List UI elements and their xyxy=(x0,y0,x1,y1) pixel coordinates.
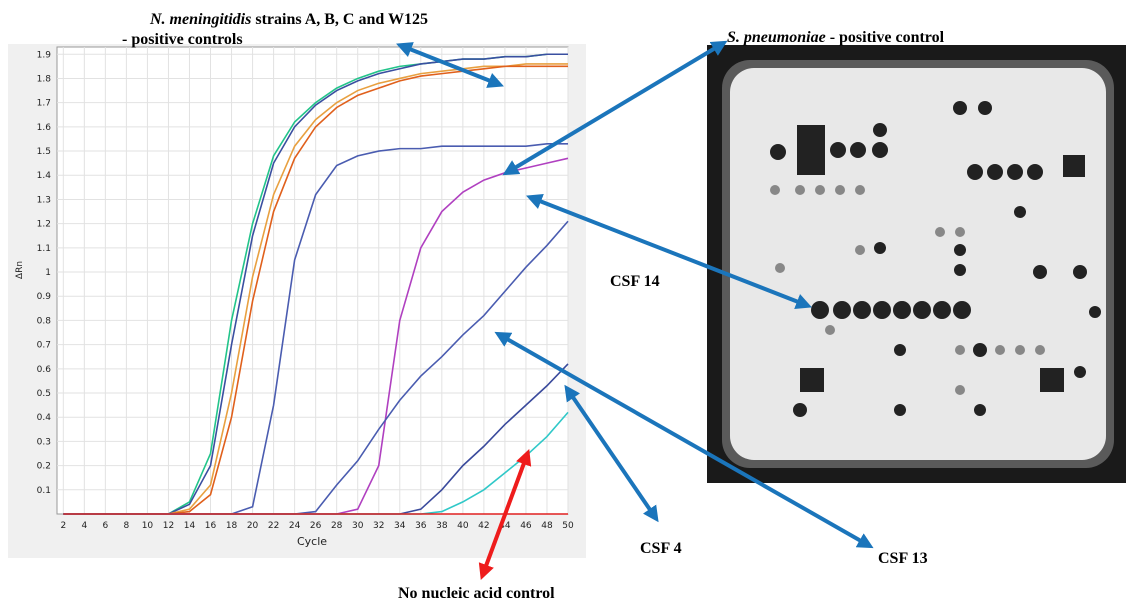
y-tick-label: 0.4 xyxy=(37,413,52,423)
y-tick-label: 0.2 xyxy=(37,462,51,472)
x-tick-label: 18 xyxy=(226,521,238,531)
annotation-italic: S. pneumoniae xyxy=(727,29,826,46)
plot-area xyxy=(56,46,569,515)
x-tick-label: 50 xyxy=(562,521,574,531)
x-axis-label: Cycle xyxy=(297,535,327,548)
annotation-text: - positive control xyxy=(830,29,945,46)
x-tick-label: 48 xyxy=(541,521,553,531)
x-tick-label: 16 xyxy=(205,521,217,531)
x-tick-label: 20 xyxy=(247,521,259,531)
y-tick-label: 1.1 xyxy=(37,244,51,254)
y-tick-label: 1.6 xyxy=(37,123,52,133)
annotation: CSF 14 xyxy=(610,273,660,290)
x-tick-label: 6 xyxy=(102,521,108,531)
x-tick-label: 14 xyxy=(184,521,196,531)
annotation: - positive controls xyxy=(122,31,243,48)
annotation: CSF 4 xyxy=(640,540,682,557)
y-tick-label: 1.3 xyxy=(37,195,51,205)
y-axis-label: ΔRn xyxy=(15,261,25,279)
x-tick-label: 28 xyxy=(331,521,343,531)
arrows xyxy=(396,40,874,549)
red-arrow xyxy=(478,448,532,581)
x-tick-label: 22 xyxy=(268,521,279,531)
x-tick-label: 30 xyxy=(352,521,364,531)
y-tick-label: 1.8 xyxy=(37,74,52,84)
annotation: No nucleic acid control xyxy=(398,585,555,602)
x-tick-label: 34 xyxy=(394,521,406,531)
x-tick-label: 26 xyxy=(310,521,322,531)
x-tick-label: 24 xyxy=(289,521,301,531)
annotation: CSF 13 xyxy=(878,550,928,567)
annotation-text: strains A, B, C and W125 xyxy=(255,11,428,28)
y-tick-label: 0.9 xyxy=(37,292,52,302)
x-tick-label: 40 xyxy=(457,521,469,531)
x-tick-label: 10 xyxy=(142,521,154,531)
annotation: S. pneumoniae - positive control xyxy=(727,29,945,46)
x-tick-label: 4 xyxy=(81,521,87,531)
y-tick-label: 0.1 xyxy=(37,486,51,496)
y-tick-label: 1.9 xyxy=(37,50,52,60)
y-tick-label: 0.3 xyxy=(37,437,51,447)
y-tick-label: 1.7 xyxy=(37,99,51,109)
y-tick-label: 0.6 xyxy=(37,365,52,375)
y-tick-label: 1 xyxy=(45,268,51,278)
y-tick-label: 0.7 xyxy=(37,341,51,351)
plate-image xyxy=(707,45,1126,483)
x-tick-label: 12 xyxy=(163,521,174,531)
x-tick-label: 38 xyxy=(436,521,448,531)
x-tick-label: 8 xyxy=(124,521,130,531)
x-tick-label: 46 xyxy=(520,521,532,531)
x-tick-label: 36 xyxy=(415,521,427,531)
x-tick-label: 42 xyxy=(478,521,489,531)
x-tick-label: 2 xyxy=(60,521,66,531)
annotation-italic: N. meningitidis xyxy=(149,11,251,28)
y-tick-label: 1.4 xyxy=(37,171,52,181)
y-tick-label: 0.8 xyxy=(37,316,52,326)
y-tick-label: 0.5 xyxy=(37,389,51,399)
y-tick-label: 1.2 xyxy=(37,220,51,230)
annotation: N. meningitidis strains A, B, C and W125 xyxy=(149,11,428,28)
x-tick-label: 32 xyxy=(373,521,384,531)
y-tick-label: 1.5 xyxy=(37,147,51,157)
